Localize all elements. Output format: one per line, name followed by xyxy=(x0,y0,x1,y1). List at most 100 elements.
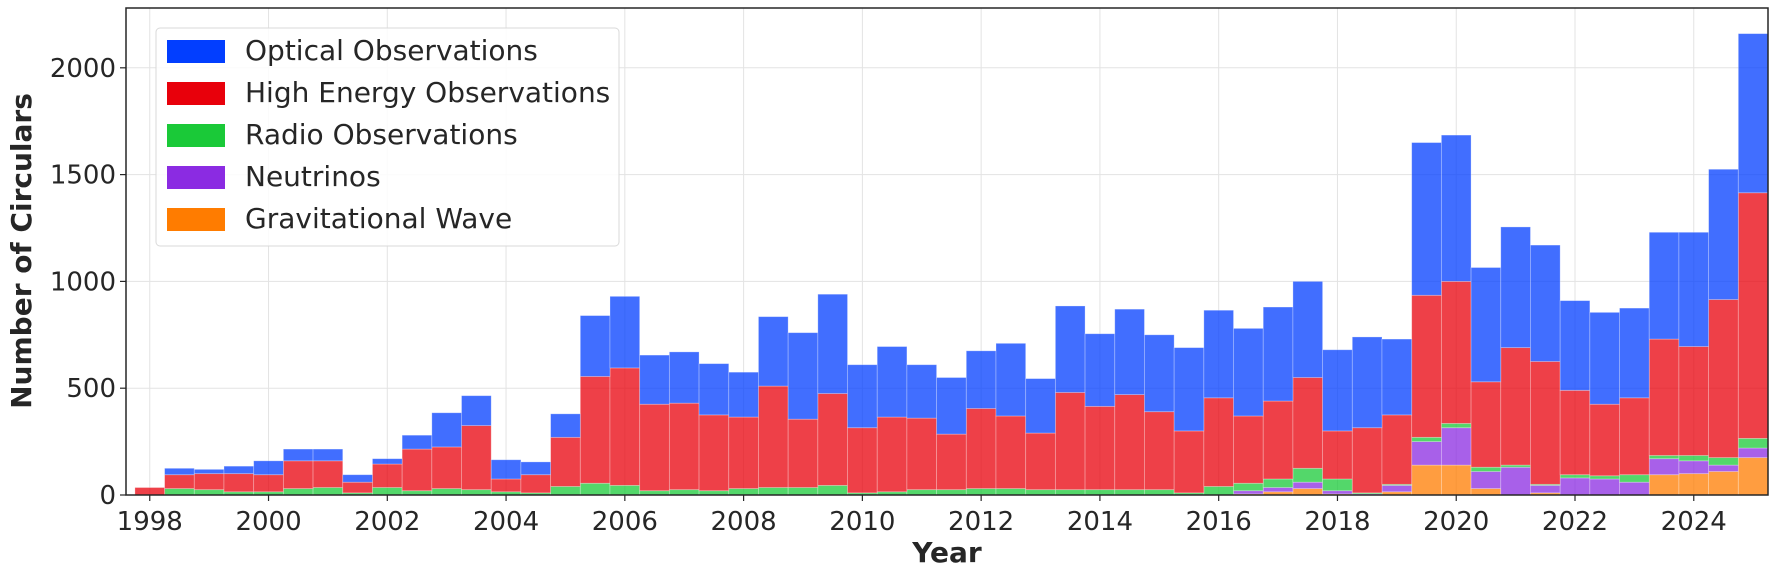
bar-high-energy-observations xyxy=(758,385,789,488)
bar-high-energy-observations xyxy=(550,436,581,487)
legend-label: Optical Observations xyxy=(245,34,538,67)
bar-radio-observations xyxy=(1144,489,1175,496)
bar-optical-observations xyxy=(936,377,967,435)
bar-high-energy-observations xyxy=(1144,411,1175,491)
bar-high-energy-observations xyxy=(817,393,848,486)
bar-optical-observations xyxy=(1203,309,1234,399)
bar-radio-observations xyxy=(906,489,938,496)
bar-high-energy-observations xyxy=(1203,397,1234,487)
x-tick-label: 2006 xyxy=(592,507,658,537)
bar-radio-observations xyxy=(1589,475,1620,480)
bar-radio-observations xyxy=(1440,423,1472,429)
bar-optical-observations xyxy=(876,346,908,418)
bar-high-energy-observations xyxy=(1470,381,1502,468)
bar-high-energy-observations xyxy=(1530,361,1561,485)
bar-radio-observations xyxy=(1648,455,1680,460)
y-tick-label: 2000 xyxy=(50,54,116,84)
bar-optical-observations xyxy=(995,342,1027,417)
bar-high-energy-observations xyxy=(342,481,373,494)
bar-high-energy-observations xyxy=(461,425,492,491)
legend-swatch xyxy=(167,82,225,105)
legend: Optical Observations High Energy Observat… xyxy=(155,27,620,247)
bar-high-energy-observations xyxy=(1054,392,1086,491)
bar-high-energy-observations xyxy=(728,416,759,489)
bar-optical-observations xyxy=(728,371,759,418)
x-tick-label: 2002 xyxy=(354,507,420,537)
axis-ticks: 1998 2000 2002 2004 2006 2008 2010 2012 2014 2016… xyxy=(50,54,1727,537)
legend-label: Neutrinos xyxy=(245,160,381,193)
bar-radio-observations xyxy=(609,484,641,496)
bar-radio-observations xyxy=(1737,437,1769,449)
bar-high-energy-observations xyxy=(223,473,255,493)
x-axis-label: Year xyxy=(911,536,982,569)
bar-radio-observations xyxy=(995,488,1027,496)
bar-radio-observations xyxy=(817,484,848,496)
bar-gravitational-wave xyxy=(1678,473,1710,496)
bar-high-energy-observations xyxy=(253,474,284,493)
x-tick-label: 2016 xyxy=(1186,507,1252,537)
bar-gravitational-wave xyxy=(1708,471,1739,496)
bar-neutrinos xyxy=(1322,490,1353,495)
bar-neutrinos xyxy=(1530,484,1561,494)
bar-radio-observations xyxy=(312,487,344,496)
bar-optical-observations xyxy=(698,363,730,416)
bar-high-energy-observations xyxy=(520,474,552,494)
bar-optical-observations xyxy=(847,364,878,429)
bar-radio-observations xyxy=(965,488,997,496)
bar-radio-observations xyxy=(1114,489,1145,496)
x-tick-label: 2014 xyxy=(1067,507,1133,537)
bar-neutrinos xyxy=(1619,481,1650,496)
bar-high-energy-observations xyxy=(1589,403,1620,477)
bar-high-energy-observations xyxy=(1114,394,1145,491)
bar-high-energy-observations xyxy=(1411,294,1442,438)
bar-optical-observations xyxy=(817,293,848,394)
bar-radio-observations xyxy=(461,489,492,496)
bar-high-energy-observations xyxy=(936,433,967,491)
bar-radio-observations xyxy=(936,489,967,496)
bar-high-energy-observations xyxy=(1500,347,1531,466)
bar-optical-observations xyxy=(1025,378,1056,434)
plot-frame xyxy=(125,7,1769,496)
bar-optical-observations xyxy=(906,364,938,419)
bar-gravitational-wave xyxy=(1737,457,1769,496)
x-tick-label: 2000 xyxy=(235,507,301,537)
bar-high-energy-observations xyxy=(1619,397,1650,476)
bar-optical-observations xyxy=(550,413,581,438)
bar-high-energy-observations xyxy=(1233,415,1264,484)
bar-optical-observations xyxy=(490,459,522,480)
bar-optical-observations xyxy=(1322,349,1353,432)
bar-optical-observations xyxy=(609,295,641,369)
bar-radio-observations xyxy=(758,487,789,496)
bar-radio-observations xyxy=(787,487,819,496)
bar-optical-observations xyxy=(1737,33,1769,194)
x-tick-label: 2022 xyxy=(1542,507,1608,537)
bar-optical-observations xyxy=(758,316,789,387)
y-axis-label: Number of Circulars xyxy=(5,93,38,409)
bar-radio-observations xyxy=(1619,474,1650,483)
x-tick-label: 2012 xyxy=(948,507,1014,537)
legend-swatch xyxy=(167,124,225,147)
bar-optical-observations xyxy=(1559,300,1591,391)
bar-neutrinos xyxy=(1470,471,1502,489)
bar-optical-observations xyxy=(1292,281,1324,378)
bar-high-energy-observations xyxy=(1084,405,1116,491)
bar-high-energy-observations xyxy=(193,473,225,491)
bar-gravitational-wave xyxy=(1648,474,1680,496)
bar-high-energy-observations xyxy=(698,414,730,492)
bar-high-energy-observations xyxy=(1262,400,1294,480)
bar-neutrinos xyxy=(1411,441,1442,466)
bar-high-energy-observations xyxy=(1559,389,1591,476)
bar-high-energy-observations xyxy=(876,416,908,493)
y-tick-label: 1000 xyxy=(50,267,116,297)
bar-optical-observations xyxy=(342,474,373,483)
bar-radio-observations xyxy=(431,488,462,496)
bar-high-energy-observations xyxy=(1351,427,1383,494)
bar-high-energy-observations xyxy=(1648,338,1680,456)
bar-optical-observations xyxy=(1678,231,1710,347)
bar-radio-observations xyxy=(1470,466,1502,472)
bar-radio-observations xyxy=(164,488,195,496)
bar-high-energy-observations xyxy=(787,418,819,488)
bar-optical-observations xyxy=(1114,308,1145,396)
bar-radio-observations xyxy=(1054,489,1086,496)
bar-radio-observations xyxy=(1351,492,1383,495)
